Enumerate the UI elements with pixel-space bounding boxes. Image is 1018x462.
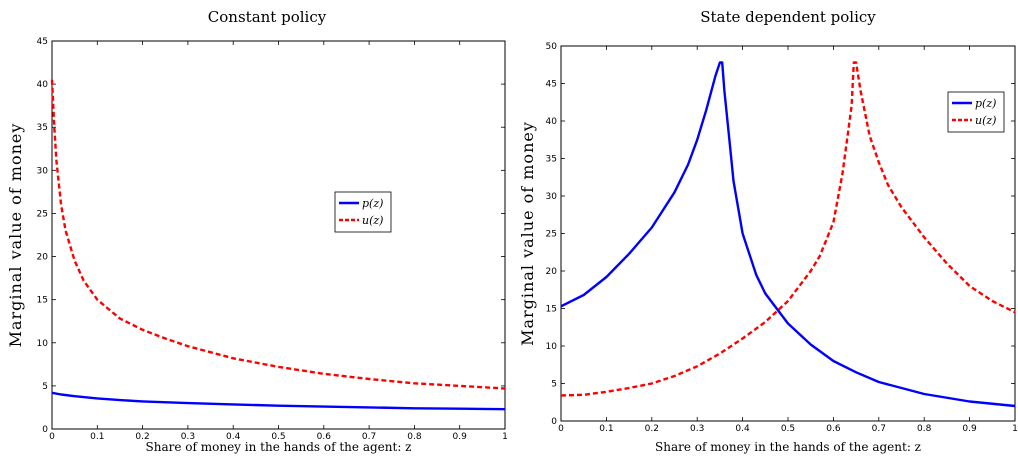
- x-tick-label: 0.9: [453, 432, 468, 442]
- series-line-u: [50, 79, 506, 390]
- x-tick-label: 0.4: [226, 432, 241, 442]
- legend-label: u(z): [362, 214, 383, 227]
- y-tick-label: 15: [546, 305, 557, 315]
- y-tick-label: 20: [37, 253, 49, 263]
- x-tick-label: 0.4: [735, 424, 750, 434]
- series-line-p: [560, 61, 1016, 408]
- x-tick-label: 0.2: [645, 424, 659, 434]
- y-tick-label: 40: [37, 80, 49, 90]
- y-tick-label: 45: [546, 80, 557, 90]
- y-tick-label: 0: [42, 425, 48, 435]
- y-tick-label: 30: [546, 192, 558, 202]
- x-tick-label: 0.5: [781, 424, 795, 434]
- x-tick-label: 0.7: [362, 432, 376, 442]
- y-tick-label: 5: [551, 380, 557, 390]
- legend: p(z) u(z): [947, 91, 1005, 133]
- x-tick-label: 0: [558, 424, 564, 434]
- legend-box: [947, 91, 1005, 133]
- x-tick-label: 0.5: [271, 432, 285, 442]
- y-tick-label: 35: [546, 155, 557, 165]
- x-tick-label: 0.1: [90, 432, 104, 442]
- y-axis-label: Marginal value of money: [518, 121, 537, 346]
- x-tick-label: 0.8: [407, 432, 422, 442]
- chart-title: Constant policy: [208, 8, 327, 26]
- plot-frame: [51, 40, 506, 430]
- x-tick-label: 0.6: [826, 424, 841, 434]
- x-tick-label: 0: [49, 432, 55, 442]
- legend-box: [334, 191, 392, 233]
- y-tick-label: 10: [546, 342, 558, 352]
- series-line-u: [560, 61, 1016, 397]
- chart-title: State dependent policy: [700, 8, 876, 26]
- x-tick-label: 0.2: [135, 432, 149, 442]
- y-tick-label: 30: [37, 166, 49, 176]
- y-tick-label: 25: [546, 230, 557, 240]
- x-tick-label: 1: [1012, 424, 1018, 434]
- series-line-p: [51, 391, 506, 411]
- legend-label: p(z): [975, 97, 996, 110]
- y-tick-label: 0: [551, 417, 557, 427]
- x-tick-label: 0.7: [872, 424, 886, 434]
- x-axis-label: Share of money in the hands of the agent…: [146, 440, 412, 454]
- y-axis-label: Marginal value of money: [6, 123, 25, 348]
- x-tick-label: 0.3: [181, 432, 195, 442]
- x-tick-label: 0.8: [917, 424, 932, 434]
- legend-label: p(z): [362, 197, 383, 210]
- x-tick-label: 0.3: [690, 424, 704, 434]
- chart-0: Constant policy 0 0.1 0.2 0.3 0.4 0.5 0.6 0.7 0.8…: [6, 8, 508, 454]
- y-tick-label: 20: [546, 267, 558, 277]
- plot-frame: [560, 45, 1016, 422]
- x-tick-label: 0.9: [962, 424, 977, 434]
- y-tick-label: 10: [37, 339, 49, 349]
- y-tick-label: 5: [42, 382, 48, 392]
- x-axis-label: Share of money in the hands of the agent…: [655, 440, 921, 454]
- y-tick-label: 15: [37, 296, 48, 306]
- chart-1: State dependent policy 0 0.1 0.2 0.3 0.4 0.5 0.…: [518, 8, 1018, 454]
- x-tick-label: 0.6: [317, 432, 332, 442]
- x-tick-label: 0.1: [599, 424, 613, 434]
- y-tick-label: 50: [546, 42, 558, 52]
- y-tick-label: 25: [37, 209, 48, 219]
- legend-label: u(z): [975, 114, 996, 127]
- y-tick-label: 40: [546, 117, 558, 127]
- legend: p(z) u(z): [334, 191, 392, 233]
- y-tick-label: 35: [37, 123, 48, 133]
- x-tick-label: 1: [502, 432, 508, 442]
- y-tick-label: 45: [37, 37, 48, 47]
